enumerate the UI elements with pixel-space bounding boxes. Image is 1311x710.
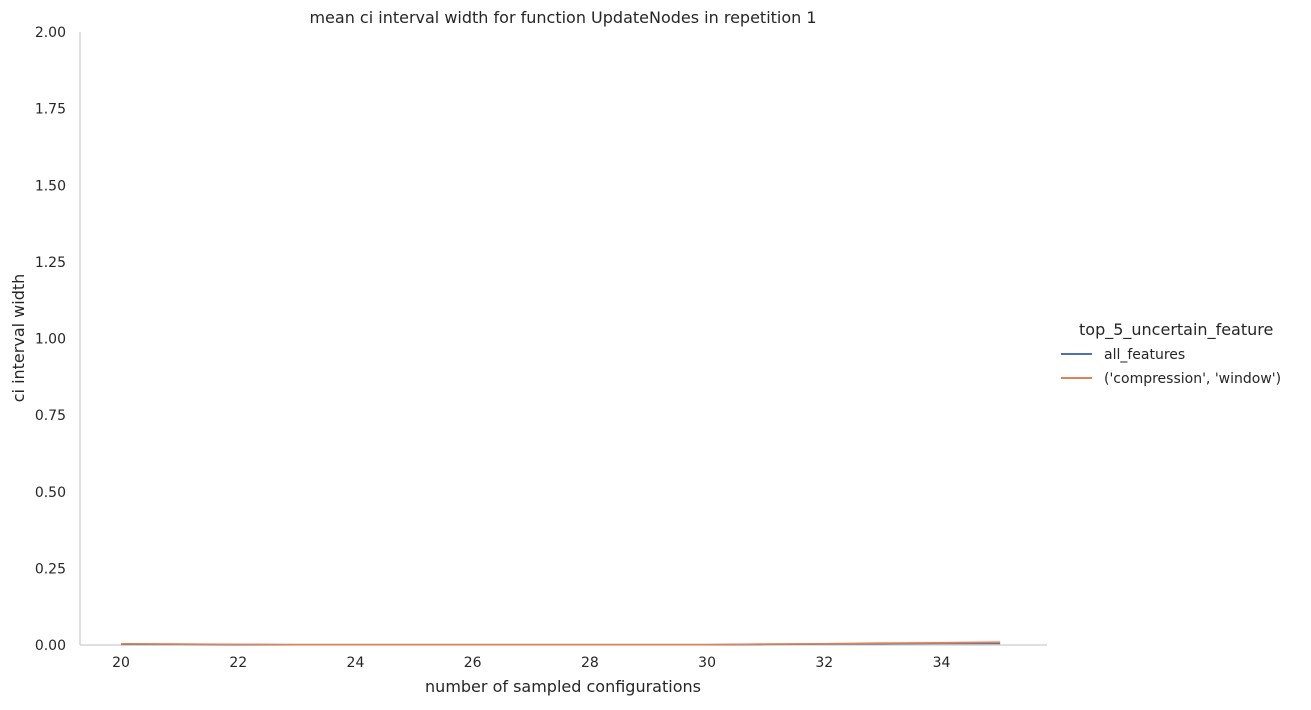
y-tick-label: 1.50 <box>35 178 66 194</box>
legend-item-1: ('compression', 'window') <box>1061 371 1281 387</box>
series-1 <box>121 640 1001 646</box>
x-tick-label: 26 <box>464 655 482 671</box>
y-tick-label: 2.00 <box>35 25 66 41</box>
chart-title: mean ci interval width for function Upda… <box>309 8 816 27</box>
x-tick-label: 22 <box>229 655 247 671</box>
y-tick-label: 1.00 <box>35 332 66 348</box>
y-axis-label: ci interval width <box>9 274 28 403</box>
y-tick-label: 0.75 <box>35 408 66 424</box>
x-axis-label: number of sampled configurations <box>425 677 701 696</box>
x-axis: 20 22 24 26 28 30 32 34 <box>80 644 1047 671</box>
series-1-line <box>121 641 1001 646</box>
plot-series <box>121 640 1001 646</box>
y-tick-label: 0.25 <box>35 561 66 577</box>
x-tick-label: 20 <box>112 655 130 671</box>
legend-item-0: all_features <box>1061 347 1185 363</box>
x-tick-label: 28 <box>581 655 599 671</box>
x-tick-label: 30 <box>698 655 716 671</box>
y-tick-label: 1.25 <box>35 255 66 271</box>
legend-label: ('compression', 'window') <box>1104 371 1281 387</box>
legend-title: top_5_uncertain_feature <box>1079 320 1273 340</box>
y-tick-label: 1.75 <box>35 102 66 118</box>
x-tick-label: 24 <box>347 655 365 671</box>
y-tick-label: 0.00 <box>35 638 66 654</box>
x-tick-label: 34 <box>933 655 951 671</box>
legend-items: all_features ('compression', 'window') <box>1061 347 1281 387</box>
y-axis: 0.00 0.25 0.50 0.75 1.00 1.25 1.50 1.75 2.00 <box>35 25 81 654</box>
legend-label: all_features <box>1104 347 1185 363</box>
y-tick-label: 0.50 <box>35 485 66 501</box>
x-tick-label: 32 <box>815 655 833 671</box>
legend: top_5_uncertain_feature all_features ('co… <box>1061 320 1281 387</box>
